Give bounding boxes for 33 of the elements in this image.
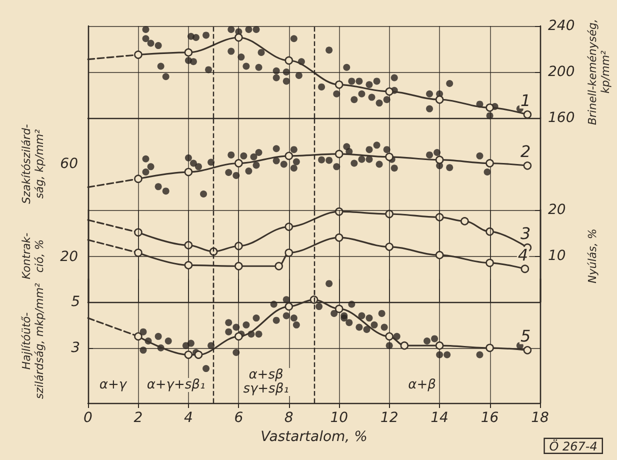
series-label: 4 (518, 245, 528, 264)
annotation: α+sβ sγ+sβ₁ (243, 368, 289, 396)
series-label: 5 (520, 326, 531, 346)
x-tick-label: 16 (480, 410, 499, 426)
series-label: 3 (520, 224, 531, 244)
text: 20 (60, 249, 78, 265)
y2-tick-label: 240 (548, 18, 575, 34)
x-tick-label: 12 (380, 410, 398, 426)
text: Ö 267-4 (549, 439, 598, 454)
annotation: α+γ (99, 378, 128, 392)
y-axis-title: Kontrak- ció, % (20, 232, 46, 280)
series-label: 2 (520, 142, 531, 162)
y-axis-title: Szakítószilárd- ság, kp/mm² (20, 124, 46, 204)
x-tick-label: 0 (84, 410, 93, 426)
y2-tick-label: 20 (548, 202, 566, 218)
y2-tick-label: 160 (548, 110, 575, 126)
text: 60 (60, 156, 78, 172)
x-axis-title: Vastartalom, % (260, 428, 368, 445)
x-tick-label: 8 (284, 410, 294, 426)
annotation: α+γ+sβ₁ (146, 378, 206, 392)
y-axis-title: Hajlítóütő- szilárdság, mkp/mm² (20, 282, 46, 399)
x-tick-label: 10 (330, 410, 348, 426)
x-tick-label: 2 (134, 410, 143, 426)
annotation: α+β (408, 378, 436, 392)
x-tick-label: 4 (184, 410, 193, 426)
y2-tick-label: 200 (548, 64, 575, 80)
y2-axis-title: Nyúlás, % (586, 228, 599, 284)
y2-tick-label: 10 (548, 248, 566, 264)
x-tick-label: 18 (531, 410, 549, 426)
x-tick-label: 14 (430, 410, 448, 426)
y2-axis-title: Brinell-keménység, kp/mm² (586, 18, 612, 126)
x-tick-label: 6 (234, 410, 244, 426)
series-label: 1 (520, 91, 531, 110)
